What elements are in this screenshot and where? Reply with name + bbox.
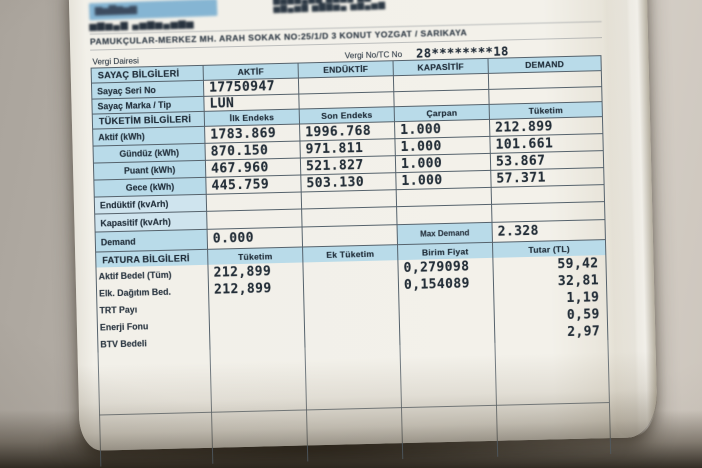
tuketim-value: 53.867 (489, 151, 604, 170)
tax-office-label: Vergi Dairesi (92, 56, 139, 67)
empty-column (209, 347, 308, 464)
col-kapasitif: KAPASİTİF (392, 58, 488, 76)
carpan-value: 1.000 (394, 153, 491, 173)
empty-cell (490, 185, 605, 204)
empty-cell (301, 225, 397, 247)
son-endeks-value: 971.811 (299, 139, 395, 158)
serial-label: Sayaç Seri No (90, 80, 204, 99)
empty-cell (491, 202, 605, 222)
col-aktif: AKTİF (202, 63, 298, 80)
son-endeks-value: 1996.768 (299, 122, 395, 141)
empty-cell (392, 73, 489, 92)
tax-number-masked: 28********18 (415, 44, 509, 61)
empty-column (494, 340, 611, 457)
tuketim-value: 101.661 (489, 134, 603, 153)
receipt-paper: ▆▅▇▆▅▆ ▆▅▇▆▄▆▅ ▆▅▇▄ ▆▅ ▅▆▄▅▆ ▅▇▆▅▄ ▅▆▄▅▆… (68, 0, 658, 467)
empty-cell (298, 92, 394, 109)
col-ilk-endeks: İlk Endeks (203, 109, 300, 126)
empty-cell (393, 89, 489, 107)
max-demand-label: Max Demand (396, 222, 492, 245)
meter-section-label: SAYAÇ BİLGİLERİ (90, 65, 203, 83)
son-endeks-value: 503.130 (300, 173, 396, 192)
empty-cell (487, 71, 602, 89)
row-label: Gündüz (kWh) (92, 143, 205, 163)
row-label: Aktif (kWh) (92, 126, 205, 146)
row-label: Gece (kWh) (93, 177, 206, 197)
empty-cell (488, 87, 602, 104)
carpan-value: 1.000 (394, 119, 490, 139)
col-enduktif: ENDÜKTİF (297, 61, 393, 78)
empty-column (399, 342, 498, 460)
empty-column (97, 349, 213, 467)
consumption-section-label: TÜKETİM BİLGİLERİ (91, 111, 205, 129)
son-endeks-value: 521.827 (299, 156, 396, 175)
bill-table: SAYAÇ BİLGİLERİ AKTİF ENDÜKTİF KAPASİTİF… (90, 55, 612, 467)
empty-column (304, 345, 403, 462)
col-demand: DEMAND (487, 56, 601, 73)
brand-value: LUN (203, 94, 299, 111)
tuketim-value: 212.899 (488, 117, 603, 136)
empty-table-tail (97, 340, 612, 467)
empty-cell (396, 204, 492, 225)
empty-cell (395, 187, 492, 207)
bill-content: ▆▅▇▆▅▆ ▆▅▇▆▄▆▅ ▆▅▇▄ ▆▅ ▅▆▄▅▆ ▅▇▆▅▄ ▅▆▄▅▆… (88, 0, 612, 467)
carpan-value: 1.000 (395, 170, 491, 190)
ilk-endeks-value: 870.150 (204, 141, 300, 160)
empty-cell (297, 76, 394, 94)
serial-value: 17750947 (202, 78, 299, 96)
empty-cell (300, 190, 397, 209)
empty-cell (206, 209, 302, 229)
row-label: Demand (94, 229, 208, 252)
empty-cell (301, 207, 397, 227)
brand-label: Sayaç Marka / Tip (91, 96, 204, 114)
row-label: Puant (kWh) (92, 160, 206, 180)
carpan-value: 1.000 (394, 136, 490, 156)
empty-cell (205, 192, 302, 211)
row-label: Kapasitif (kvArh) (94, 211, 207, 232)
ilk-endeks-value: 467.960 (204, 158, 301, 177)
max-demand-value: 2.328 (491, 220, 605, 242)
ilk-endeks-value: 445.759 (205, 175, 301, 194)
col-son-endeks: Son Endeks (298, 107, 394, 124)
col-tuketim: Tüketim (488, 102, 602, 119)
demand-value: 0.000 (206, 227, 303, 249)
ilk-endeks-value: 1783.869 (204, 124, 300, 143)
row-label: Endüktif (kvArh) (93, 194, 207, 214)
tax-number-label: Vergi No/TC No (344, 50, 403, 61)
tuketim-value: 57.371 (490, 168, 604, 187)
col-carpan: Çarpan (393, 104, 489, 122)
